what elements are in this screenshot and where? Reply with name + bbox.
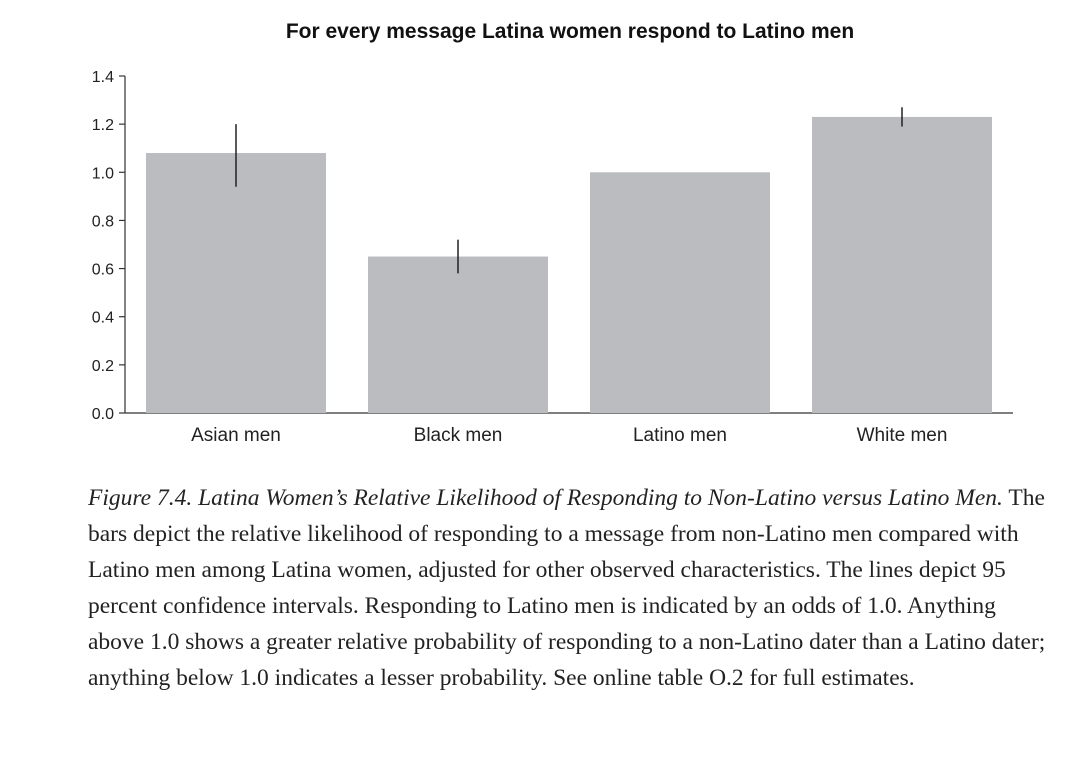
x-category-label: Latino men bbox=[633, 425, 727, 446]
y-tick-label: 0.2 bbox=[92, 358, 114, 375]
figure-caption-body: The bars depict the relative likelihood … bbox=[88, 485, 1046, 691]
bar bbox=[812, 116, 992, 414]
chart-title: For every message Latina women respond t… bbox=[286, 20, 854, 43]
y-tick-label: 1.2 bbox=[92, 117, 114, 134]
bar bbox=[368, 256, 548, 413]
bar-chart: For every message Latina women respond t… bbox=[92, 20, 1013, 446]
x-category-label: Black men bbox=[414, 425, 503, 446]
y-tick-label: 0.4 bbox=[92, 310, 114, 327]
y-tick-label: 0.0 bbox=[92, 406, 114, 423]
figure-label: Figure 7.4. bbox=[88, 485, 193, 511]
figure-caption: Figure 7.4. Latina Women’s Relative Like… bbox=[88, 480, 1048, 696]
y-tick-label: 0.8 bbox=[92, 213, 114, 230]
y-tick-label: 1.4 bbox=[92, 69, 114, 86]
plot-area: 0.0 0.2 0.4 0.6 0.8 1.0 1.2 1.4 Asian men Black m… bbox=[92, 69, 1013, 446]
x-category-label: White men bbox=[857, 425, 948, 446]
bar bbox=[146, 153, 326, 413]
bar bbox=[590, 172, 770, 413]
y-tick-label: 1.0 bbox=[92, 165, 114, 182]
y-tick-label: 0.6 bbox=[92, 262, 114, 279]
figure-title: Latina Women’s Relative Likelihood of Re… bbox=[198, 485, 1003, 511]
x-category-label: Asian men bbox=[191, 425, 281, 446]
